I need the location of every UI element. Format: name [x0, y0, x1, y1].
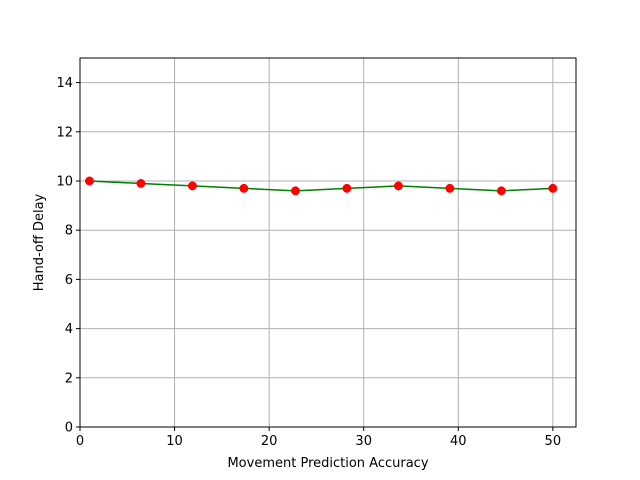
data-point: [239, 183, 249, 193]
x-tick-label: 50: [545, 434, 562, 449]
data-point: [342, 183, 352, 193]
y-tick-label: 14: [56, 76, 73, 91]
x-axis-label: Movement Prediction Accuracy: [227, 456, 428, 471]
data-point: [393, 181, 403, 191]
x-tick-label: 0: [76, 434, 84, 449]
y-axis-label: Hand-off Delay: [32, 193, 47, 291]
y-tick-label: 4: [65, 322, 73, 337]
data-point: [445, 183, 455, 193]
data-series: [85, 176, 558, 196]
data-point: [85, 176, 94, 186]
data-point: [290, 186, 300, 196]
data-point: [187, 181, 197, 191]
x-tick-label: 40: [450, 434, 467, 449]
y-tick-label: 10: [56, 175, 73, 190]
y-tick-label: 8: [65, 224, 73, 239]
axis-ticks: 0 10 20 30 40 50 0 2 4 6 8 10 12 14: [56, 76, 561, 449]
grid-lines: [79, 58, 576, 428]
data-point: [136, 179, 146, 188]
y-tick-label: 2: [65, 371, 73, 386]
y-tick-label: 0: [65, 421, 73, 436]
data-point: [548, 183, 558, 193]
x-tick-label: 10: [166, 434, 183, 449]
y-tick-label: 12: [56, 125, 73, 140]
y-tick-label: 6: [65, 273, 73, 288]
series-line: [89, 180, 553, 192]
data-point: [496, 186, 506, 196]
plot-frame: [79, 57, 577, 428]
x-tick-label: 30: [355, 434, 372, 449]
x-tick-label: 20: [261, 434, 278, 449]
